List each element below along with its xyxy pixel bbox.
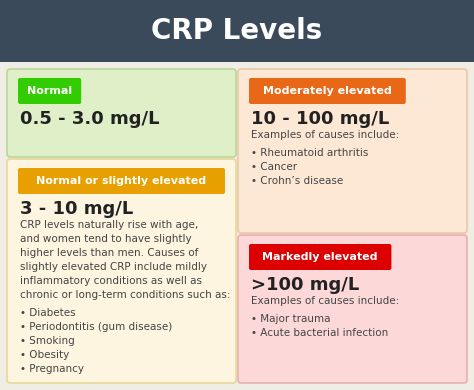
Text: >100 mg/L: >100 mg/L (251, 276, 359, 294)
Text: • Periodontitis (gum disease): • Periodontitis (gum disease) (20, 322, 172, 332)
Text: Examples of causes include:: Examples of causes include: (251, 296, 399, 306)
Text: • Cancer: • Cancer (251, 162, 297, 172)
Text: Moderately elevated: Moderately elevated (263, 86, 392, 96)
Text: CRP levels naturally rise with age,: CRP levels naturally rise with age, (20, 220, 198, 230)
FancyBboxPatch shape (18, 78, 81, 104)
Text: • Acute bacterial infection: • Acute bacterial infection (251, 328, 388, 338)
Text: Examples of causes include:: Examples of causes include: (251, 130, 399, 140)
Text: Markedly elevated: Markedly elevated (263, 252, 378, 262)
Text: slightly elevated CRP include mildly: slightly elevated CRP include mildly (20, 262, 207, 272)
FancyBboxPatch shape (238, 69, 467, 233)
Text: 10 - 100 mg/L: 10 - 100 mg/L (251, 110, 389, 128)
Text: and women tend to have slightly: and women tend to have slightly (20, 234, 191, 244)
Text: higher levels than men. Causes of: higher levels than men. Causes of (20, 248, 199, 258)
FancyBboxPatch shape (249, 78, 406, 104)
Text: • Major trauma: • Major trauma (251, 314, 330, 324)
Text: • Rheumatoid arthritis: • Rheumatoid arthritis (251, 148, 368, 158)
Text: 3 - 10 mg/L: 3 - 10 mg/L (20, 200, 133, 218)
FancyBboxPatch shape (238, 235, 467, 383)
Text: Normal or slightly elevated: Normal or slightly elevated (36, 176, 207, 186)
Text: 0.5 - 3.0 mg/L: 0.5 - 3.0 mg/L (20, 110, 159, 128)
Text: • Smoking: • Smoking (20, 336, 75, 346)
Text: CRP Levels: CRP Levels (151, 17, 323, 45)
Text: Normal: Normal (27, 86, 72, 96)
Bar (0, 0, 474, 62)
FancyBboxPatch shape (7, 159, 236, 383)
FancyBboxPatch shape (249, 244, 392, 270)
FancyBboxPatch shape (7, 69, 236, 157)
Text: • Crohn’s disease: • Crohn’s disease (251, 176, 343, 186)
Text: inflammatory conditions as well as: inflammatory conditions as well as (20, 276, 202, 286)
Bar (0, 62, 474, 390)
Text: • Pregnancy: • Pregnancy (20, 364, 84, 374)
Text: • Obesity: • Obesity (20, 350, 69, 360)
Text: • Diabetes: • Diabetes (20, 308, 76, 318)
FancyBboxPatch shape (18, 168, 225, 194)
Text: chronic or long-term conditions such as:: chronic or long-term conditions such as: (20, 290, 230, 300)
